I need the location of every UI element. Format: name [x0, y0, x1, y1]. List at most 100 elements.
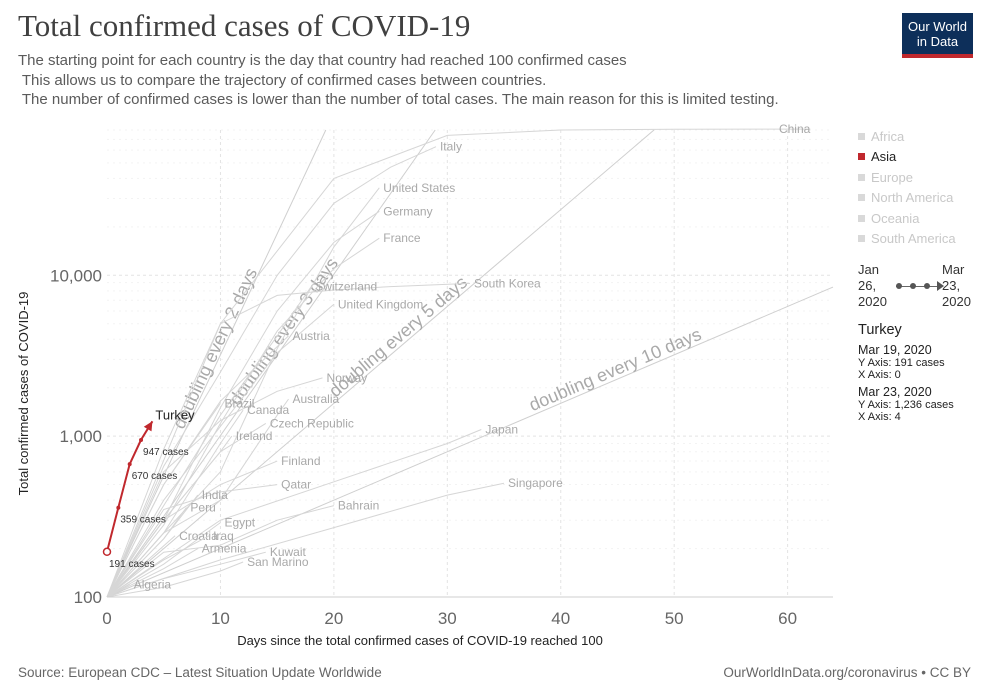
faded-series-line	[106, 482, 505, 598]
legend-item-north-america[interactable]: North America	[858, 188, 956, 209]
y-tick-label: 100	[74, 588, 102, 607]
timeline-end-date: Mar 23, 2020	[942, 262, 971, 309]
info-last-date: Mar 23, 2020	[858, 385, 932, 399]
faded-series-label: Bahrain	[338, 499, 379, 513]
faded-series-line	[106, 505, 335, 598]
faded-series-line	[106, 551, 266, 598]
info-first-y: Y Axis: 191 cases	[858, 357, 945, 369]
faded-series-line	[106, 409, 244, 598]
faded-series-line	[106, 237, 380, 598]
x-tick-label: 10	[211, 609, 230, 628]
faded-series-line	[106, 286, 312, 598]
faded-series-label: Kuwait	[270, 545, 307, 559]
highlight-point-label: 191 cases	[109, 559, 155, 570]
faded-series-label: Armenia	[202, 542, 247, 556]
faded-series-line	[106, 429, 482, 598]
faded-series-label: San Marino	[247, 555, 309, 569]
legend-swatch	[858, 132, 865, 140]
faded-series-label: Iraq	[213, 529, 234, 543]
faded-series-label: India	[202, 488, 228, 502]
faded-series-line	[106, 535, 210, 598]
faded-series-label: France	[383, 231, 421, 245]
highlight-series: 191 cases 359 cases 670 cases 947 cases Turk…	[102, 407, 195, 570]
x-axis-title: Days since the total confirmed cases of …	[237, 633, 603, 648]
timeline-track[interactable]	[896, 286, 940, 287]
faded-series-label: China	[779, 122, 811, 136]
source-note: Source: European CDC – Latest Situation …	[18, 665, 382, 680]
faded-series: China Italy United States Germany France Sout…	[106, 122, 811, 598]
faded-series-label: Finland	[281, 454, 320, 468]
chart-title: Total confirmed cases of COVID-19	[18, 8, 471, 43]
faded-series-label: Canada	[247, 403, 289, 417]
highlight-point	[139, 437, 144, 442]
legend-label: Africa	[871, 128, 905, 144]
faded-series-line	[106, 146, 437, 598]
highlight-arrow-head	[143, 421, 153, 432]
legend-item-europe[interactable]: Europe	[858, 167, 956, 188]
highlight-point	[127, 462, 132, 467]
faded-series-line	[106, 403, 221, 598]
faded-series-line	[106, 282, 471, 598]
faded-series-label: Algeria	[134, 577, 172, 591]
faded-series-label: Norway	[327, 371, 368, 385]
reference-line-label: doubling every 10 days	[526, 324, 704, 415]
legend-swatch	[858, 235, 865, 243]
x-tick-label: 20	[324, 609, 343, 628]
faded-series-label: Qatar	[281, 478, 311, 492]
timeline-slider[interactable]: Jan 26, 2020 Mar 23, 2020	[858, 262, 976, 312]
timeline-start-handle[interactable]	[896, 283, 902, 289]
highlight-point-label: 947 cases	[143, 447, 189, 458]
timeline-end-handle[interactable]	[937, 281, 944, 291]
faded-series-label: United Kingdom	[338, 297, 423, 311]
legend-label: South America	[871, 231, 956, 247]
faded-series-label: Italy	[440, 140, 462, 154]
legend-label: Europe	[871, 169, 913, 185]
faded-series-line	[106, 484, 278, 598]
info-first-date: Mar 19, 2020	[858, 343, 932, 357]
info-first-point: Mar 19, 2020 Y Axis: 191 cases X Axis: 0	[858, 343, 954, 382]
info-last-x: X Axis: 4	[858, 411, 901, 423]
info-country: Turkey	[858, 322, 902, 338]
faded-series-label: Singapore	[508, 476, 563, 490]
legend-item-asia[interactable]: Asia	[858, 147, 956, 168]
highlight-point-label: 359 cases	[120, 515, 166, 526]
highlight-point-label: 670 cases	[132, 471, 178, 482]
faded-series-label: Switzerland	[315, 280, 377, 294]
reference-line	[106, 129, 327, 598]
faded-series-label: Japan	[485, 422, 518, 436]
faded-series-line	[106, 548, 199, 598]
y-tick-label: 1,000	[59, 427, 102, 446]
timeline-tick	[924, 283, 930, 289]
legend-item-africa[interactable]: Africa	[858, 126, 956, 147]
legend-swatch	[858, 214, 865, 222]
reference-line	[106, 286, 834, 598]
reference-line	[106, 129, 655, 598]
owid-link[interactable]: OurWorldInData.org/coronavirus • CC BY	[723, 665, 971, 680]
info-first-x: X Axis: 0	[858, 369, 901, 381]
faded-series-label: Peru	[190, 501, 215, 515]
faded-series-label: Germany	[383, 204, 432, 218]
highlight-point-start	[102, 547, 112, 557]
legend-item-oceania[interactable]: Oceania	[858, 208, 956, 229]
axes: 0 10 20 30 40 50 60 100 1,000 10,000 Days since th…	[16, 266, 833, 648]
faded-series-label: Croatia	[179, 529, 218, 543]
faded-series-label: South Korea	[474, 276, 541, 290]
chart-subtitle: The starting point for each country is t…	[18, 52, 779, 108]
timeline-tick	[910, 283, 916, 289]
faded-series-label: Austria	[293, 329, 331, 343]
faded-series-line	[106, 561, 244, 598]
legend-label: Oceania	[871, 210, 920, 226]
legend-label: North America	[871, 190, 954, 206]
x-tick-label: 30	[438, 609, 457, 628]
faded-series-label: Brazil	[224, 396, 254, 410]
timeline-start-date: Jan 26, 2020	[858, 262, 887, 309]
legend-item-south-america[interactable]: South America	[858, 229, 956, 250]
y-axis-title: Total confirmed cases of COVID-19	[16, 292, 31, 496]
faded-series-label: United States	[383, 181, 455, 195]
legend-swatch	[858, 173, 865, 181]
legend-label: Asia	[871, 149, 897, 165]
faded-series-line	[106, 535, 176, 598]
owid-logo[interactable]: Our World in Data	[902, 13, 973, 58]
highlight-series-line	[106, 420, 154, 553]
